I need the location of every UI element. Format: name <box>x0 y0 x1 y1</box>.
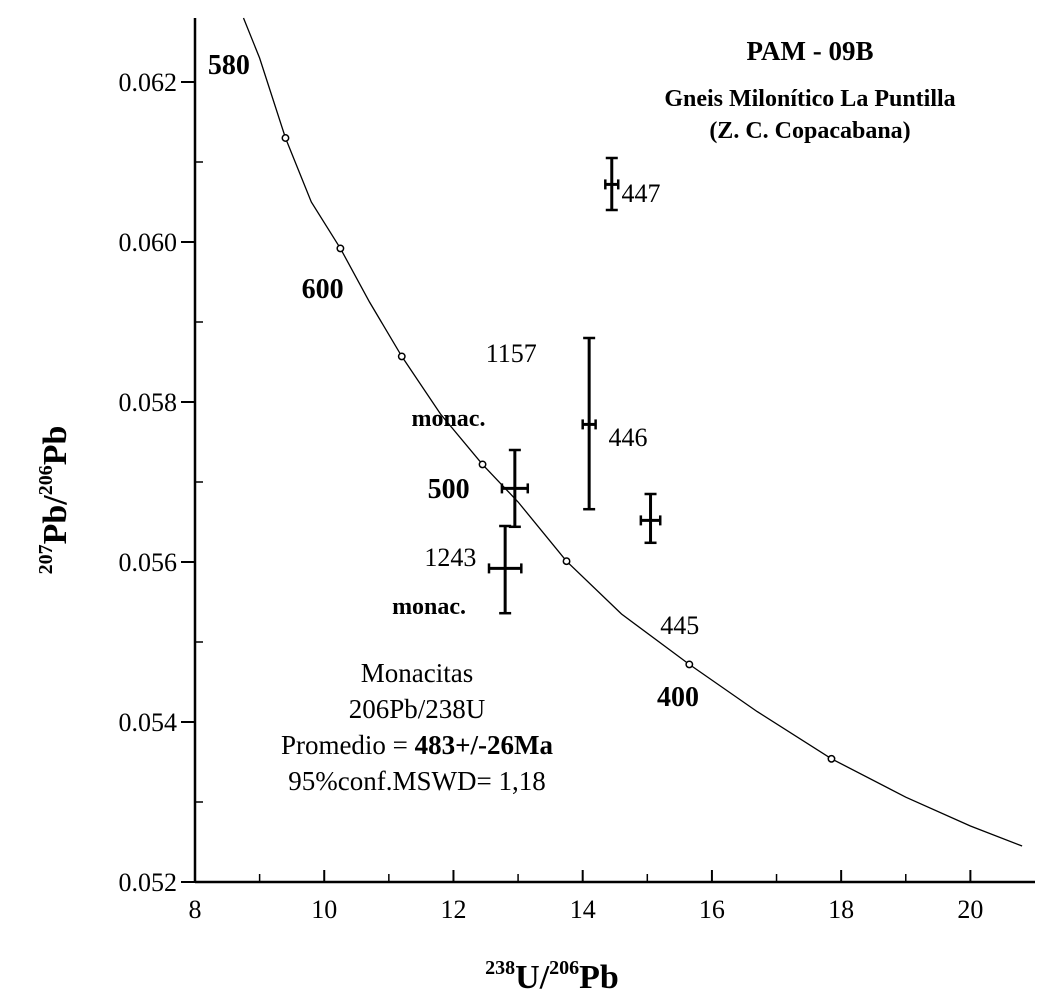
x-tick-label: 14 <box>570 895 596 924</box>
point-label: monac. <box>411 406 485 432</box>
concordia-curve <box>242 17 1023 847</box>
age-marker <box>562 557 571 566</box>
x-axis-label-main1: U/ <box>515 959 550 996</box>
concordia-age-label: 580 <box>208 50 250 81</box>
annotation-line-2: 206Pb/238U <box>349 694 486 724</box>
y-tick-label: 0.054 <box>119 708 178 737</box>
age-marker <box>685 660 694 669</box>
annotation-line-3-age: 483+/-26Ma <box>415 730 554 760</box>
x-axis-label-sup1: 238 <box>485 957 515 979</box>
annotation-line-3-lead: Promedio = <box>281 730 415 760</box>
x-tick-label: 12 <box>440 895 466 924</box>
concordia-age-label: 600 <box>302 274 344 305</box>
data-point <box>500 448 530 529</box>
point-label: monac. <box>392 594 466 620</box>
age-marker <box>827 754 836 763</box>
data-point <box>604 156 620 212</box>
y-tick-label: 0.060 <box>119 228 178 257</box>
data-point <box>581 336 597 511</box>
x-axis-label-main2: Pb <box>579 959 619 996</box>
data-points-layer <box>487 156 662 615</box>
svg-text:Promedio = 483+/-26Ma: Promedio = 483+/-26Ma <box>281 730 554 760</box>
x-axis-label: 238U/206Pb <box>485 957 619 996</box>
data-point <box>487 524 523 615</box>
age-marker <box>336 244 345 253</box>
svg-text:207Pb/206Pb: 207Pb/206Pb <box>35 426 74 575</box>
y-axis-label-sup1: 207 <box>35 544 57 574</box>
y-axis-label-sup2: 206 <box>35 465 57 495</box>
age-marker <box>281 134 290 142</box>
y-tick-label: 0.062 <box>119 68 178 97</box>
x-tick-label: 8 <box>189 895 202 924</box>
y-tick-label: 0.056 <box>119 548 178 577</box>
x-tick-label: 10 <box>311 895 337 924</box>
annotation-line-4: 95%conf.MSWD= 1,18 <box>288 766 545 796</box>
point-label: 1243 <box>424 543 476 572</box>
svg-text:238U/206Pb: 238U/206Pb <box>485 957 619 996</box>
y-axis-label: 207Pb/206Pb <box>35 426 74 575</box>
chart-subtitle-line-1: Gneis Milonítico La Puntilla <box>664 86 955 112</box>
x-axis-label-sup2: 206 <box>549 957 579 979</box>
concordia-age-label: 400 <box>657 682 699 713</box>
labels-layer: 580 600 500 400 447 1157 monac. 446 1243 monac. 44… <box>208 50 699 713</box>
data-point <box>639 492 662 545</box>
chart-title: PAM - 09B <box>747 36 874 66</box>
point-label: 445 <box>660 611 699 640</box>
y-tick-label: 0.058 <box>119 388 178 417</box>
age-annotation-block: Monacitas 206Pb/238U Promedio = 483+/-26… <box>281 658 554 796</box>
point-label: 1157 <box>486 339 537 368</box>
annotation-line-1: Monacitas <box>361 658 473 688</box>
age-marker <box>478 460 487 469</box>
x-tick-label: 16 <box>699 895 725 924</box>
point-label: 446 <box>609 423 648 452</box>
x-tick-label: 18 <box>828 895 854 924</box>
y-axis-label-main2: Pb <box>37 426 74 466</box>
chart-title-block: PAM - 09B Gneis Milonítico La Puntilla (… <box>664 36 955 144</box>
y-axis-label-main1: Pb/ <box>37 495 74 545</box>
x-tick-label: 20 <box>957 895 983 924</box>
point-label: 447 <box>621 179 660 208</box>
concordia-age-label: 500 <box>428 474 470 505</box>
age-marker <box>397 352 406 361</box>
y-tick-label: 0.052 <box>119 868 178 897</box>
chart-subtitle-line-2: (Z. C. Copacabana) <box>709 118 910 144</box>
concordia-curve-layer <box>242 17 1023 847</box>
axes: 8 10 12 14 16 18 20 0.052 0.054 0.056 0.058 0.060 0.… <box>119 18 1035 924</box>
